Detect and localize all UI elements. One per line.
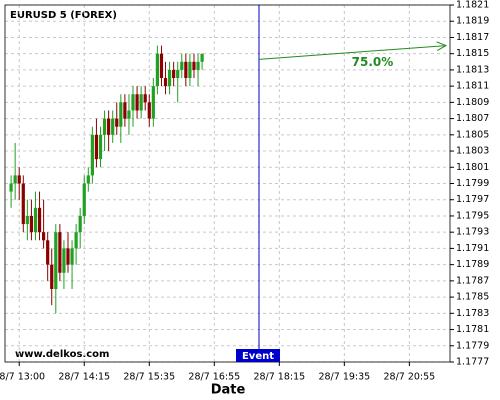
y-tick-label: 1.1797 xyxy=(456,194,489,205)
projection-arrow xyxy=(258,45,446,60)
candle-body xyxy=(50,264,54,289)
candle-body xyxy=(37,207,42,233)
candle-body xyxy=(98,134,103,160)
x-tick-label: 28/7 20:55 xyxy=(383,372,435,383)
candle-body xyxy=(119,102,123,127)
x-tick-label: 28/7 19:35 xyxy=(318,372,370,383)
event-label: Event xyxy=(242,351,274,362)
y-tick-label: 1.1783 xyxy=(456,308,489,319)
candle-body xyxy=(143,94,147,103)
candle-body xyxy=(159,53,164,79)
candle-body xyxy=(115,118,119,127)
x-tick-label: 28/7 14:15 xyxy=(58,372,110,383)
candle-body xyxy=(29,215,34,233)
candle-body xyxy=(90,134,94,176)
candle-body xyxy=(192,61,196,70)
y-tick-label: 1.1805 xyxy=(456,129,489,140)
y-tick-label: 1.1819 xyxy=(456,16,489,27)
candle-body xyxy=(131,94,135,111)
candle-body xyxy=(78,215,82,233)
candle-body xyxy=(163,78,168,87)
candle-body xyxy=(62,248,66,273)
y-tick-label: 1.1789 xyxy=(456,259,489,270)
candle-body xyxy=(139,94,143,111)
candle-body xyxy=(107,118,111,135)
y-tick-label: 1.1801 xyxy=(456,162,489,173)
y-tick-label: 1.1795 xyxy=(456,210,489,221)
x-tick-label: 28/7 13:00 xyxy=(0,372,45,383)
candle-body xyxy=(167,69,172,87)
y-tick-label: 1.1799 xyxy=(456,178,489,189)
y-tick-label: 1.1803 xyxy=(456,146,489,157)
candle-body xyxy=(151,86,155,119)
candle-body xyxy=(25,215,29,225)
candle-body xyxy=(9,183,13,192)
candle-body xyxy=(66,248,70,265)
event-label-box xyxy=(235,349,280,362)
y-tick-label: 1.1785 xyxy=(456,292,489,303)
y-tick-label: 1.1779 xyxy=(456,340,489,351)
candle-body xyxy=(17,175,21,184)
x-tick-label: 28/7 16:55 xyxy=(188,372,240,383)
candle-body xyxy=(94,134,99,160)
candle-body xyxy=(200,53,204,62)
projection-label: 75.0% xyxy=(352,55,394,69)
candle-body xyxy=(82,183,86,216)
y-tick-label: 1.1781 xyxy=(456,324,489,335)
y-tick-label: 1.1787 xyxy=(456,275,489,286)
candle-body xyxy=(74,232,78,249)
candle-body xyxy=(180,61,184,70)
y-tick-label: 1.1817 xyxy=(456,32,489,43)
y-tick-label: 1.1811 xyxy=(456,81,489,92)
candle-body xyxy=(42,232,46,241)
candle-body xyxy=(46,240,50,265)
candle-body xyxy=(54,232,58,289)
candle-body xyxy=(147,102,151,119)
candle-body xyxy=(155,53,159,87)
candle-body xyxy=(176,69,180,79)
y-tick-label: 1.1813 xyxy=(456,64,489,75)
candle-body xyxy=(196,61,200,70)
chart-title: EURUSD 5 (FOREX) xyxy=(10,10,117,21)
candle-body xyxy=(111,118,115,135)
candle-body xyxy=(123,102,127,119)
candle-body xyxy=(172,69,176,79)
candle-body xyxy=(135,94,139,111)
watermark: www.delkos.com xyxy=(15,349,109,360)
candle-body xyxy=(58,232,62,273)
candle-body xyxy=(127,110,131,119)
y-tick-label: 1.1793 xyxy=(456,227,489,238)
candle-body xyxy=(184,61,188,79)
plot-frame xyxy=(4,4,451,363)
x-tick-label: 28/7 15:35 xyxy=(123,372,175,383)
y-tick-label: 1.1815 xyxy=(456,48,489,59)
y-tick-label: 1.1791 xyxy=(456,243,489,254)
y-tick-label: 1.1809 xyxy=(456,97,489,108)
y-tick-label: 1.1821 xyxy=(456,0,489,11)
candle-body xyxy=(13,175,17,184)
y-tick-label: 1.1807 xyxy=(456,113,489,124)
arrow-head xyxy=(436,41,448,52)
candle-body xyxy=(102,118,107,135)
candle-body xyxy=(33,207,38,233)
x-tick-label: 28/7 18:15 xyxy=(253,372,305,383)
candle-body xyxy=(21,183,25,225)
candle-body xyxy=(70,248,74,265)
candle-body xyxy=(188,61,192,79)
x-axis-label: Date xyxy=(211,383,246,398)
y-tick-label: 1.1777 xyxy=(456,357,489,368)
candle-body xyxy=(86,175,90,184)
